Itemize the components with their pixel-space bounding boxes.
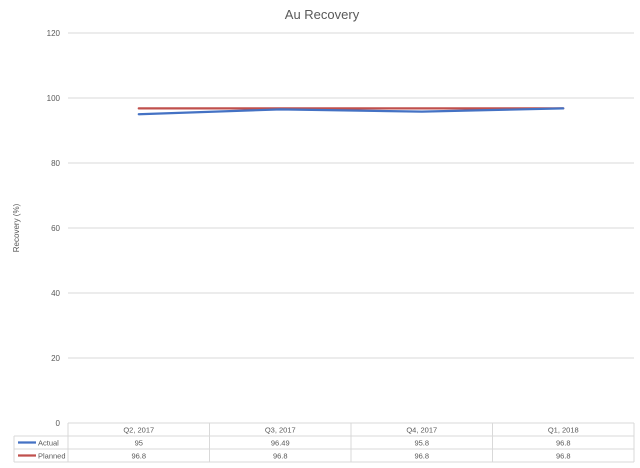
y-axis-ticks: 0 20 40 60 80 100 120: [47, 29, 61, 428]
chart-title: Au Recovery: [285, 7, 360, 22]
table-value: 96.8: [414, 452, 429, 461]
x-category-label: Q4, 2017: [406, 426, 437, 435]
series-lines: [137, 107, 565, 116]
y-tick-label: 40: [51, 289, 60, 298]
y-tick-label: 0: [56, 419, 61, 428]
y-tick-label: 80: [51, 159, 60, 168]
legend-label: Actual: [38, 439, 59, 448]
x-category-label: Q3, 2017: [265, 426, 296, 435]
data-table: Q2, 2017 Q3, 2017 Q4, 2017 Q1, 2018 Actual 95…: [13, 422, 635, 463]
table-value: 96.8: [273, 452, 288, 461]
y-axis-label: Recovery (%): [12, 203, 21, 252]
y-tick-label: 100: [47, 94, 61, 103]
x-category-label: Q1, 2018: [548, 426, 579, 435]
table-value: 95: [135, 439, 143, 448]
y-tick-label: 20: [51, 354, 60, 363]
table-value: 96.8: [556, 439, 571, 448]
table-value: 96.8: [131, 452, 146, 461]
y-tick-label: 120: [47, 29, 61, 38]
legend-label: Planned: [38, 452, 66, 461]
table-value: 96.49: [271, 439, 290, 448]
table-value: 95.8: [414, 439, 429, 448]
x-category-label: Q2, 2017: [123, 426, 154, 435]
gridlines: [68, 32, 634, 424]
table-value: 96.8: [556, 452, 571, 461]
y-tick-label: 60: [51, 224, 60, 233]
series-line-actual: [137, 107, 565, 116]
